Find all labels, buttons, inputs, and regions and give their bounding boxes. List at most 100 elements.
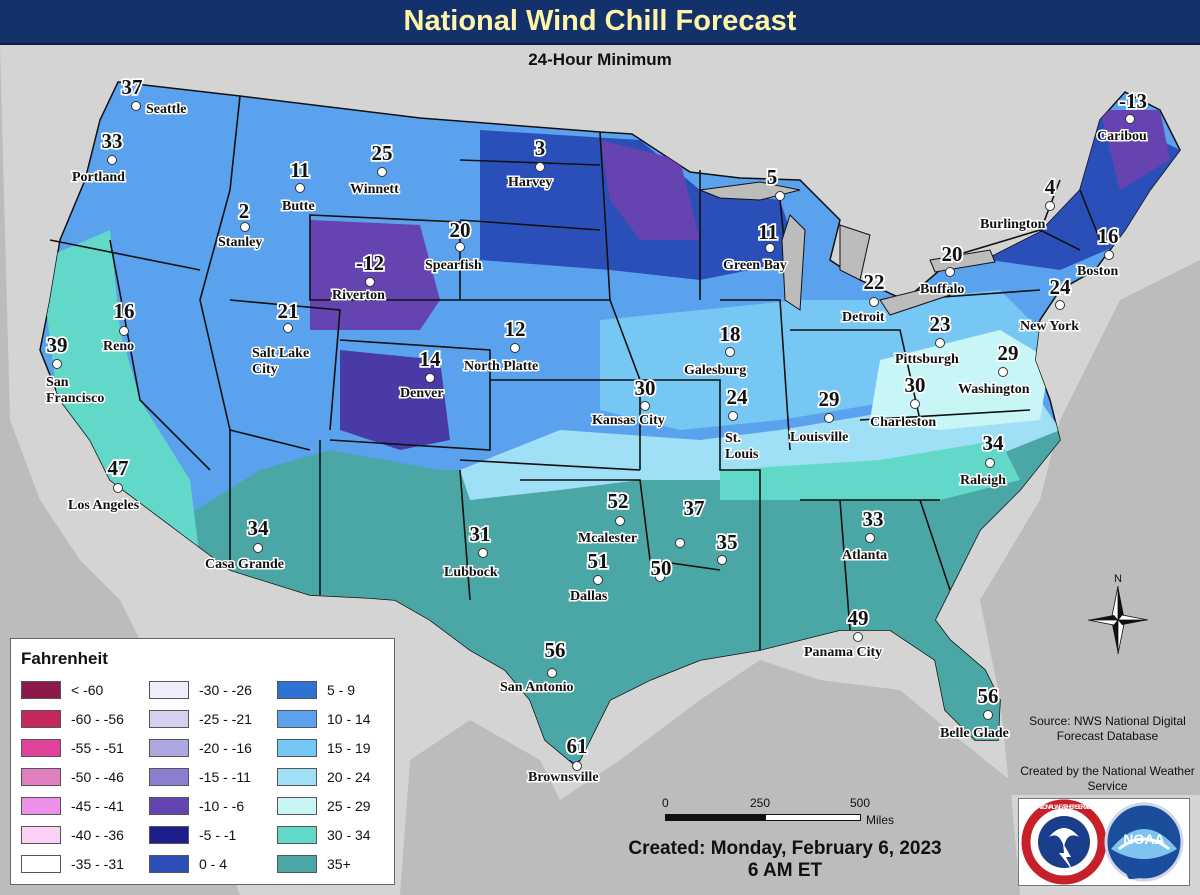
city-dot xyxy=(775,191,785,201)
lake-erie xyxy=(879,284,951,316)
city-name: Butte xyxy=(282,199,315,214)
city-dot xyxy=(510,343,520,353)
city-wind-chill-value: 14 xyxy=(420,347,442,371)
city-dot xyxy=(240,222,250,232)
city-wind-chill-value: 37 xyxy=(122,75,143,99)
legend-label: -40 - -36 xyxy=(71,827,124,843)
city-dot xyxy=(425,373,435,383)
city-marker: 22 Detroit xyxy=(841,268,887,326)
city-name: Los Angeles xyxy=(68,498,140,513)
scale-bar: 0 250 500 Miles xyxy=(660,796,920,830)
city-wind-chill-value: 50 xyxy=(651,556,672,580)
created-date: Created: Monday, February 6, 2023 6 AM E… xyxy=(560,838,1010,882)
city-dot xyxy=(1104,250,1114,260)
city-marker: 37 xyxy=(675,494,706,548)
city-wind-chill-value: 18 xyxy=(720,322,741,346)
legend-label: -25 - -21 xyxy=(199,711,252,727)
city-name: New York xyxy=(1020,319,1079,334)
legend-swatch xyxy=(21,681,61,699)
city-name: Brownsville xyxy=(528,770,599,785)
scale-unit: Miles xyxy=(866,813,895,827)
city-wind-chill-value: 31 xyxy=(470,522,491,546)
city-marker: 35 xyxy=(715,528,739,565)
city-marker: 30 Kansas City xyxy=(591,374,667,429)
city-marker: -13 Caribou xyxy=(1096,87,1149,145)
city-marker: 56 Belle Glade xyxy=(939,682,1011,742)
city-name: Harvey xyxy=(508,175,552,190)
legend-label: -45 - -41 xyxy=(71,798,124,814)
legend-swatch xyxy=(149,826,189,844)
city-name: Spearfish xyxy=(425,258,482,273)
legend-swatch xyxy=(277,710,317,728)
scale-tick-250: 250 xyxy=(750,796,771,810)
city-dot xyxy=(985,458,995,468)
city-wind-chill-value: 47 xyxy=(108,456,129,480)
city-wind-chill-value: 30 xyxy=(635,376,656,400)
nws-logo-text: NATIONAL WEATHER SERVICE xyxy=(1034,805,1094,811)
legend-swatch xyxy=(21,739,61,757)
city-dot xyxy=(655,572,665,582)
city-dot xyxy=(593,575,603,585)
city-wind-chill-value: 33 xyxy=(863,507,884,531)
city-name: Green Bay xyxy=(723,258,787,273)
city-marker: 24 New York xyxy=(1019,273,1081,335)
city-dot xyxy=(283,323,293,333)
legend-swatch xyxy=(149,710,189,728)
city-name: Caribou xyxy=(1097,129,1147,144)
city-name: Riverton xyxy=(332,288,385,303)
city-marker: 47 Los Angeles xyxy=(67,454,142,514)
city-marker: 24 St. Louis xyxy=(724,383,761,463)
city-name: Charleston xyxy=(870,415,936,430)
title-bar: National Wind Chill Forecast xyxy=(0,0,1200,45)
city-name: Dallas xyxy=(570,589,608,604)
city-wind-chill-value: 30 xyxy=(905,373,926,397)
legend: Fahrenheit < -60 -60 - -56 -55 - -51 -50 - … xyxy=(10,638,395,885)
city-marker: 56 San Antonio xyxy=(499,636,576,696)
legend-swatch xyxy=(21,710,61,728)
city-marker: 49 Panama City xyxy=(803,604,884,661)
scale-bar-black xyxy=(665,814,765,821)
city-marker: 39 San Francisco xyxy=(45,331,106,407)
legend-label: 20 - 24 xyxy=(327,769,371,785)
city-dot xyxy=(52,359,62,369)
scale-bar-white xyxy=(765,814,861,821)
legend-label: 5 - 9 xyxy=(327,682,356,698)
city-wind-chill-value: 61 xyxy=(567,734,588,758)
city-dot xyxy=(1045,201,1055,211)
city-wind-chill-value: 24 xyxy=(1050,275,1072,299)
legend-swatch xyxy=(149,768,189,786)
city-marker: 25 Winnett xyxy=(349,139,401,198)
city-dot xyxy=(910,399,920,409)
city-name: Lubbock xyxy=(444,565,498,580)
city-dot xyxy=(728,411,738,421)
city-marker: 2 Stanley xyxy=(217,197,264,251)
city-marker: 21 Salt Lake City xyxy=(251,297,311,378)
legend-label: -30 - -26 xyxy=(199,682,252,698)
city-name: Reno xyxy=(103,339,134,354)
city-marker: 20 Buffalo xyxy=(919,240,966,298)
city-name: St. Louis xyxy=(725,431,759,462)
city-wind-chill-value: 35 xyxy=(717,530,738,554)
city-name: Buffalo xyxy=(920,282,964,297)
city-wind-chill-value: 5 xyxy=(767,165,778,189)
city-dot xyxy=(640,401,650,411)
great-lakes xyxy=(698,181,996,316)
city-dot xyxy=(824,413,834,423)
city-wind-chill-value: 29 xyxy=(819,387,840,411)
zone-neg10-neg6-wyoming xyxy=(310,220,440,330)
city-marker: 11 Green Bay xyxy=(722,218,789,274)
city-dot xyxy=(131,101,141,111)
legend-swatch xyxy=(149,855,189,873)
city-wind-chill-value: -12 xyxy=(356,251,384,275)
city-dot xyxy=(253,543,263,553)
source-credit: Source: NWS National Digital Forecast Da… xyxy=(1029,714,1186,743)
city-dot xyxy=(119,326,129,336)
city-wind-chill-value: 33 xyxy=(102,129,123,153)
legend-label: < -60 xyxy=(71,682,104,698)
city-dot xyxy=(1055,300,1065,310)
city-marker: 5 xyxy=(765,163,785,201)
zone-neg10-neg6-maine xyxy=(1100,110,1170,190)
legend-swatch xyxy=(277,739,317,757)
